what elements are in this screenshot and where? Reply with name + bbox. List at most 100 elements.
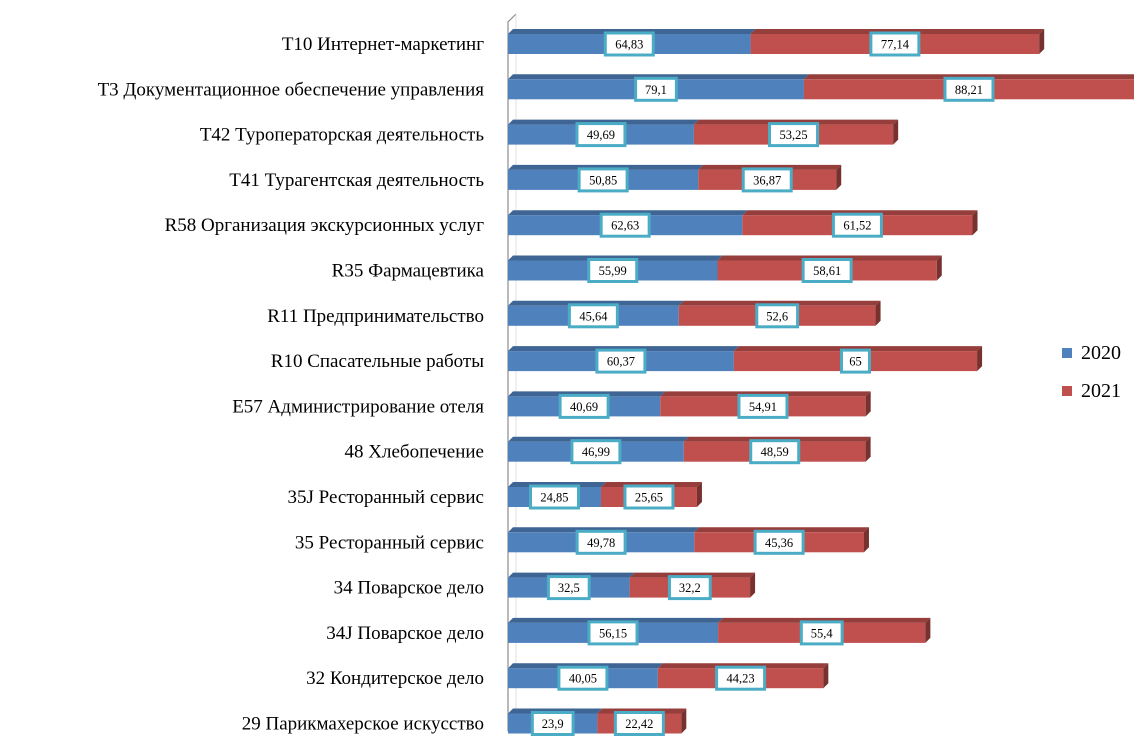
value-label-box-2021	[749, 439, 801, 465]
bar-top-2020	[508, 119, 699, 125]
value-label-box-2020	[557, 665, 609, 691]
value-label-2021: 53,25	[779, 128, 807, 142]
value-label-box-2021	[753, 529, 805, 555]
value-label-2020: 45,64	[579, 309, 608, 323]
category-label: R35 Фармацевтика	[332, 261, 485, 282]
value-label-2021: 44,23	[727, 672, 755, 686]
value-label-box-2021	[755, 303, 800, 329]
category-label: T10 Интернет-маркетинг	[282, 34, 484, 55]
value-label-box-2021	[943, 76, 995, 102]
value-label-2020: 24,85	[540, 491, 568, 505]
value-label-2021: 22,42	[625, 717, 653, 731]
value-label-2020: 64,83	[615, 38, 643, 52]
value-label-box-2020	[546, 575, 591, 601]
bar-end-face	[823, 663, 829, 689]
bar-end-face	[836, 164, 842, 190]
category-label: 34 Поварское дело	[334, 578, 484, 599]
value-label-2021: 77,14	[881, 38, 910, 52]
category-label: 34J Поварское дело	[326, 623, 484, 644]
value-label-2021: 36,87	[753, 173, 781, 187]
bar-end-face	[893, 119, 899, 145]
value-label-box-2021	[715, 665, 767, 691]
value-label-2021: 32,2	[679, 581, 701, 595]
value-label-2020: 55,99	[599, 264, 627, 278]
value-label-box-2020	[587, 258, 639, 283]
category-label: R11 Предпринимательство	[267, 306, 484, 327]
value-label-2021: 88,21	[955, 83, 983, 97]
bar-end-face	[875, 300, 881, 326]
value-label-box-2021	[667, 575, 712, 601]
bar-end-face	[977, 346, 983, 372]
legend-swatch-2021	[1062, 386, 1072, 396]
bar-end-face	[863, 527, 869, 553]
value-label-box-2020	[570, 439, 622, 465]
value-label-2020: 56,15	[599, 626, 627, 640]
value-label-box-2020	[558, 393, 610, 419]
value-label-2020: 60,37	[607, 355, 635, 369]
category-label: 35 Ресторанный сервис	[295, 532, 484, 553]
category-label: T3 Документационное обеспечение управлен…	[98, 79, 485, 100]
legend-swatch-2020	[1062, 348, 1072, 358]
legend-label-2020: 2020	[1081, 342, 1121, 364]
bar-end-face	[865, 436, 871, 462]
value-label-2020: 62,63	[611, 219, 639, 233]
category-labels: T10 Интернет-маркетинг T3 Документационно…	[98, 34, 485, 735]
value-label-box-2020	[587, 620, 639, 646]
value-label-2021: 65	[849, 355, 862, 369]
bar-top-2021	[693, 119, 899, 125]
value-label-2021: 45,36	[765, 536, 793, 550]
bar-end-face	[865, 391, 871, 417]
value-labels: 64,83 77,14 79,1 88,21 49,69 53,25 50,85 36,87 6…	[528, 31, 995, 736]
value-label-2021: 61,52	[843, 219, 871, 233]
category-label: 48 Хлебопечение	[345, 442, 484, 463]
bar-end-face	[1039, 29, 1045, 54]
value-label-box-2021	[737, 393, 789, 419]
value-label-2021: 54,91	[749, 400, 777, 414]
category-label: T41 Турагентская деятельность	[229, 170, 484, 191]
value-label-box-2020	[599, 212, 651, 238]
bar-end-face	[936, 255, 942, 281]
value-label-box-2020	[575, 122, 627, 148]
category-label: T42 Туроператорская деятельность	[200, 125, 485, 146]
value-label-box-2021	[869, 31, 921, 57]
value-label-2021: 25,65	[635, 491, 663, 505]
category-label: 32 Кондитерское дело	[306, 668, 484, 689]
category-label: R58 Организация экскурсионных услуг	[165, 215, 485, 236]
category-label: E57 Администрирование отеля	[232, 396, 484, 417]
value-label-2020: 49,78	[587, 536, 615, 550]
value-label-2021: 48,59	[761, 445, 789, 459]
value-label-box-2021	[801, 258, 853, 283]
value-label-box-2021	[831, 212, 883, 238]
value-label-box-2020	[577, 167, 629, 193]
value-label-box-2021	[613, 711, 665, 736]
value-label-2021: 55,4	[811, 626, 834, 640]
value-label-2020: 49,69	[587, 128, 615, 142]
value-label-box-2021	[799, 620, 844, 646]
value-label-box-2020	[575, 529, 627, 555]
bar-end-face	[972, 210, 978, 236]
bar-end-face	[750, 572, 756, 598]
value-label-box-2020	[528, 484, 580, 510]
value-label-2020: 79,1	[645, 83, 667, 97]
value-label-box-2020	[595, 348, 647, 374]
value-label-box-2020	[567, 303, 619, 329]
category-label: 35J Ресторанный сервис	[288, 487, 484, 508]
value-label-2020: 50,85	[589, 173, 617, 187]
value-label-box-2020	[634, 76, 678, 102]
value-label-2021: 58,61	[813, 264, 841, 278]
legend: 2020 2021	[1062, 342, 1121, 402]
bar-end-face	[681, 708, 687, 734]
category-label: R10 Спасательные работы	[271, 351, 484, 372]
value-label-2020: 40,05	[569, 672, 597, 686]
bar-end-face	[696, 482, 702, 507]
value-label-box-2021	[623, 484, 675, 510]
value-label-2020: 23,9	[542, 717, 564, 731]
value-label-box-2021	[741, 167, 793, 193]
legend-label-2021: 2021	[1081, 380, 1121, 402]
value-label-box-2020	[530, 711, 575, 736]
value-label-2021: 52,6	[766, 309, 788, 323]
value-label-2020: 40,69	[570, 400, 598, 414]
value-label-2020: 46,99	[582, 445, 610, 459]
bar-end-face	[925, 617, 931, 643]
